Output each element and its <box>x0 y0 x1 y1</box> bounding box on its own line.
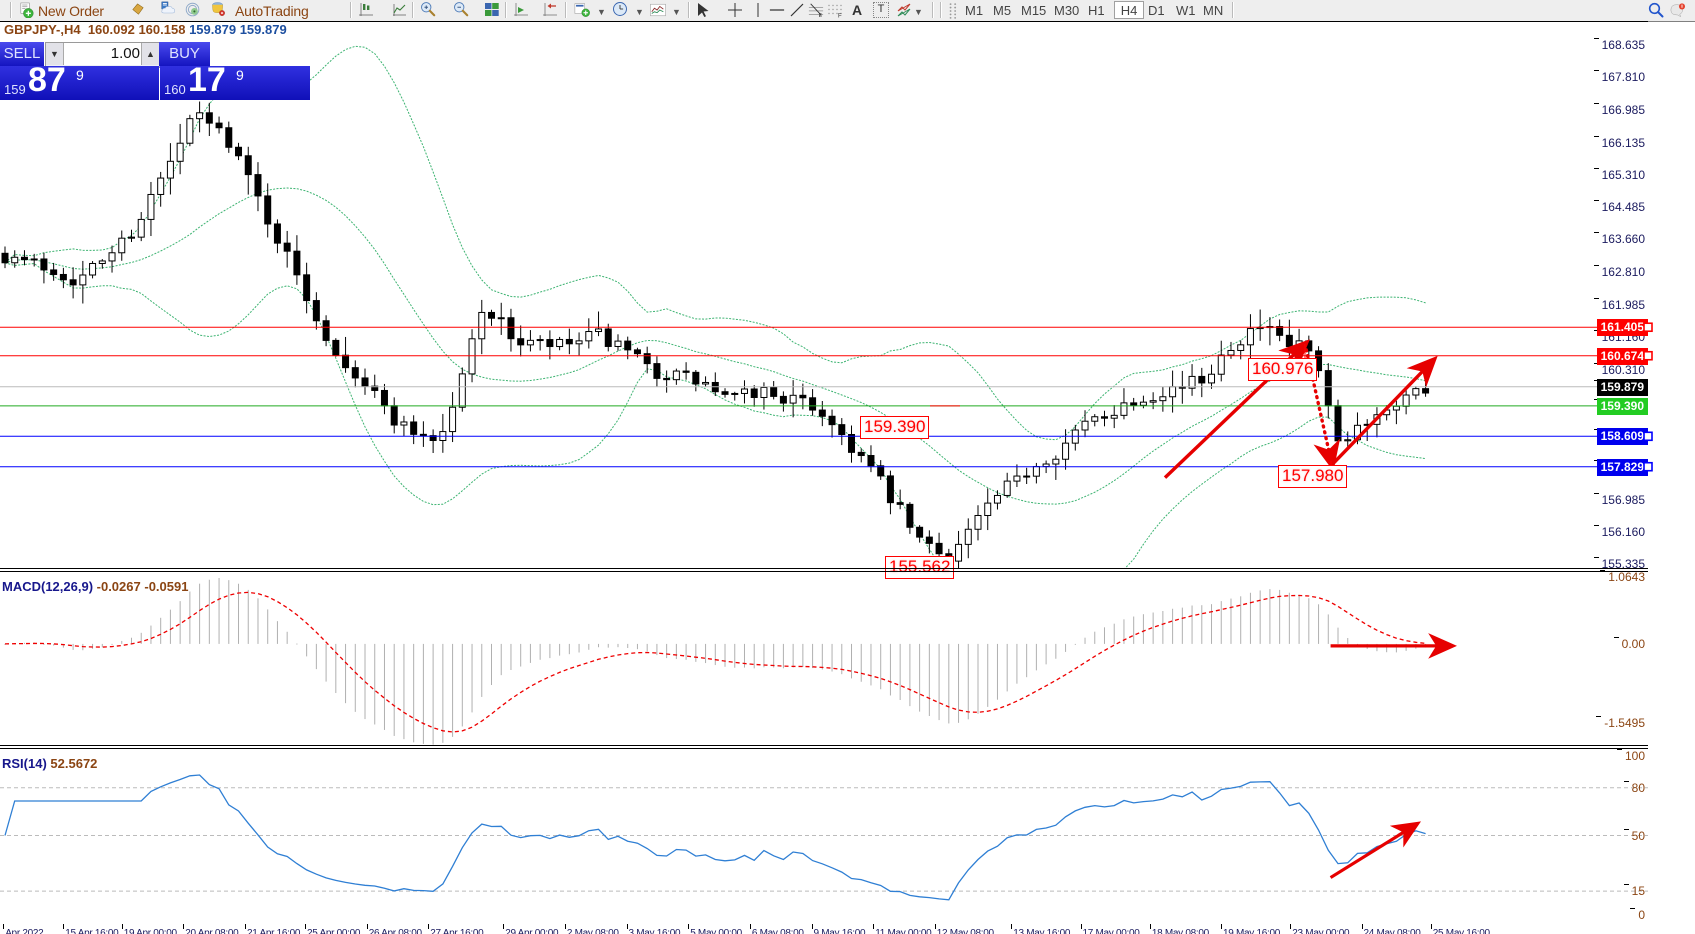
svg-text:F: F <box>838 14 842 20</box>
svg-text:E: E <box>819 13 823 18</box>
